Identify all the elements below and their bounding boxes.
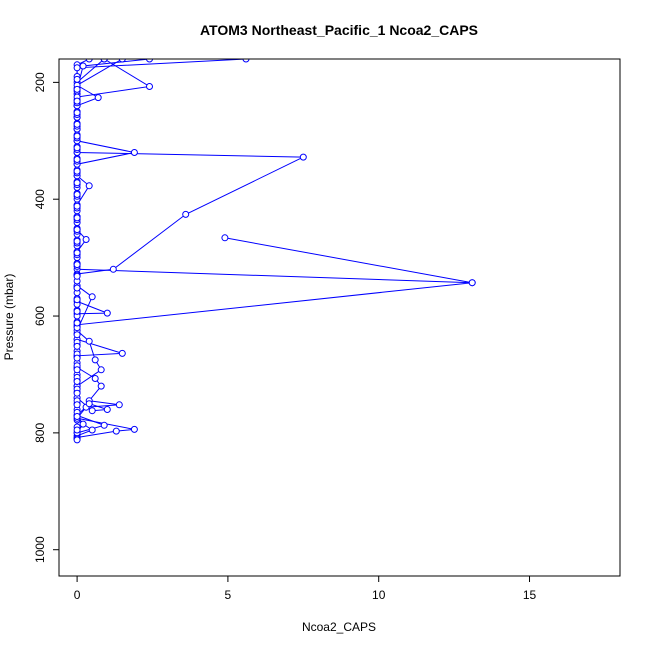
data-point bbox=[73, 226, 81, 234]
data-point bbox=[103, 406, 111, 413]
chart-title: ATOM3 Northeast_Pacific_1 Ncoa2_CAPS bbox=[200, 22, 478, 38]
data-point bbox=[118, 349, 126, 357]
data-point bbox=[73, 237, 81, 245]
data-point bbox=[100, 59, 108, 63]
data-point bbox=[73, 214, 81, 222]
data-point bbox=[85, 337, 93, 345]
y-axis-label: Pressure (mbar) bbox=[2, 274, 16, 361]
data-point bbox=[73, 249, 81, 257]
data-point bbox=[73, 342, 81, 350]
y-tick-label: 800 bbox=[33, 423, 47, 443]
data-point bbox=[73, 179, 81, 187]
data-point bbox=[146, 59, 153, 63]
y-tick-label: 600 bbox=[33, 306, 47, 326]
data-point bbox=[73, 75, 81, 83]
data-point bbox=[85, 182, 93, 190]
data-point bbox=[73, 319, 81, 327]
data-point bbox=[103, 309, 111, 317]
data-point bbox=[130, 425, 138, 433]
data-point bbox=[73, 97, 81, 105]
y-tick-label: 1000 bbox=[33, 536, 47, 563]
data-point bbox=[73, 378, 81, 385]
data-point bbox=[73, 202, 81, 210]
data-markers bbox=[73, 59, 476, 444]
x-tick-label: 0 bbox=[74, 588, 81, 602]
x-axis-label: Ncoa2_CAPS bbox=[302, 620, 376, 634]
data-point bbox=[73, 389, 81, 397]
data-point bbox=[109, 265, 117, 273]
data-point bbox=[73, 296, 81, 304]
x-tick-label: 15 bbox=[523, 588, 537, 602]
data-point bbox=[97, 382, 105, 390]
data-point bbox=[73, 366, 81, 374]
data-point bbox=[73, 261, 81, 269]
data-point bbox=[100, 421, 108, 429]
data-point bbox=[73, 284, 81, 292]
data-point bbox=[73, 331, 81, 339]
data-point bbox=[221, 234, 229, 242]
data-point bbox=[112, 427, 120, 435]
data-point bbox=[73, 436, 81, 444]
data-point bbox=[73, 354, 81, 362]
data-point bbox=[88, 407, 96, 415]
data-point bbox=[79, 62, 87, 70]
data-point bbox=[73, 307, 81, 315]
x-tick-label: 10 bbox=[372, 588, 386, 602]
data-point bbox=[73, 120, 81, 128]
data-point bbox=[130, 149, 138, 156]
x-axis: 0 5 10 15 bbox=[74, 575, 537, 602]
data-point bbox=[73, 85, 81, 93]
profile-line-5 bbox=[224, 237, 473, 284]
data-point bbox=[91, 356, 99, 364]
data-point bbox=[94, 94, 102, 102]
data-point bbox=[88, 293, 96, 301]
data-point bbox=[299, 153, 307, 161]
data-point bbox=[73, 401, 81, 409]
data-point bbox=[85, 400, 93, 408]
data-point bbox=[118, 59, 126, 63]
data-point bbox=[73, 64, 81, 72]
y-axis: 200 400 600 800 1000 bbox=[33, 72, 60, 563]
data-point bbox=[82, 236, 90, 243]
data-point bbox=[115, 401, 123, 409]
data-point bbox=[146, 83, 153, 90]
data-point bbox=[468, 279, 476, 287]
data-point bbox=[73, 109, 81, 117]
data-point bbox=[73, 144, 81, 152]
y-tick-label: 400 bbox=[33, 189, 47, 209]
data-point bbox=[73, 156, 81, 163]
data-point bbox=[88, 426, 96, 434]
data-point bbox=[79, 420, 87, 428]
data-point bbox=[97, 366, 105, 374]
data-point bbox=[73, 413, 81, 420]
data-point bbox=[85, 59, 93, 63]
x-tick-label: 5 bbox=[225, 588, 232, 602]
data-point bbox=[73, 272, 81, 280]
data-point bbox=[73, 426, 81, 434]
data-point bbox=[242, 59, 250, 63]
data-point bbox=[91, 375, 99, 382]
y-tick-label: 200 bbox=[33, 72, 47, 92]
data-point bbox=[73, 167, 81, 175]
data-point bbox=[182, 210, 190, 218]
data-point bbox=[73, 132, 81, 140]
data-point bbox=[73, 191, 81, 198]
